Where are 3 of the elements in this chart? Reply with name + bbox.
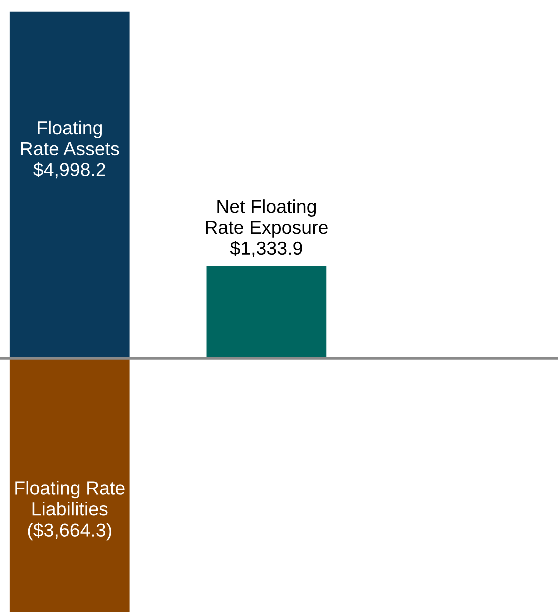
data-label: Floating Rate Assets $4,998.2	[21, 120, 120, 179]
data-label: Net Floating Rate Exposure $1,333.9	[206, 200, 328, 258]
data-label: Floating Rate Liabilities ($3,664.3)	[16, 481, 125, 541]
